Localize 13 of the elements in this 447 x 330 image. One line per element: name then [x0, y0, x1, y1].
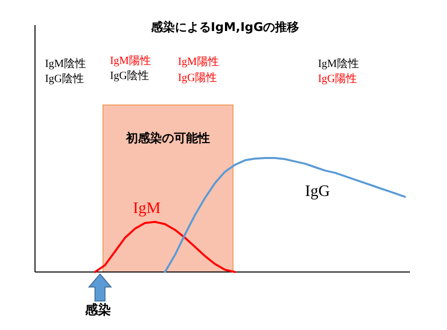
- series-label: IgG: [305, 183, 330, 200]
- text: IgG陰性: [45, 73, 84, 85]
- text: IgM陰性: [45, 58, 86, 70]
- chart-title: 感染によるIgM,IgGの推移: [150, 20, 300, 34]
- text: IgG陽性: [318, 73, 358, 85]
- text: 初感染の可能性: [125, 131, 210, 145]
- text: IgM陽性: [178, 56, 219, 68]
- text: 感染: [84, 302, 111, 318]
- text: IgG陰性: [110, 70, 150, 82]
- text: IgG陽性: [178, 72, 218, 84]
- series-label: IgM: [133, 200, 161, 217]
- text: IgM陰性: [318, 58, 359, 70]
- text: IgM陽性: [110, 55, 151, 67]
